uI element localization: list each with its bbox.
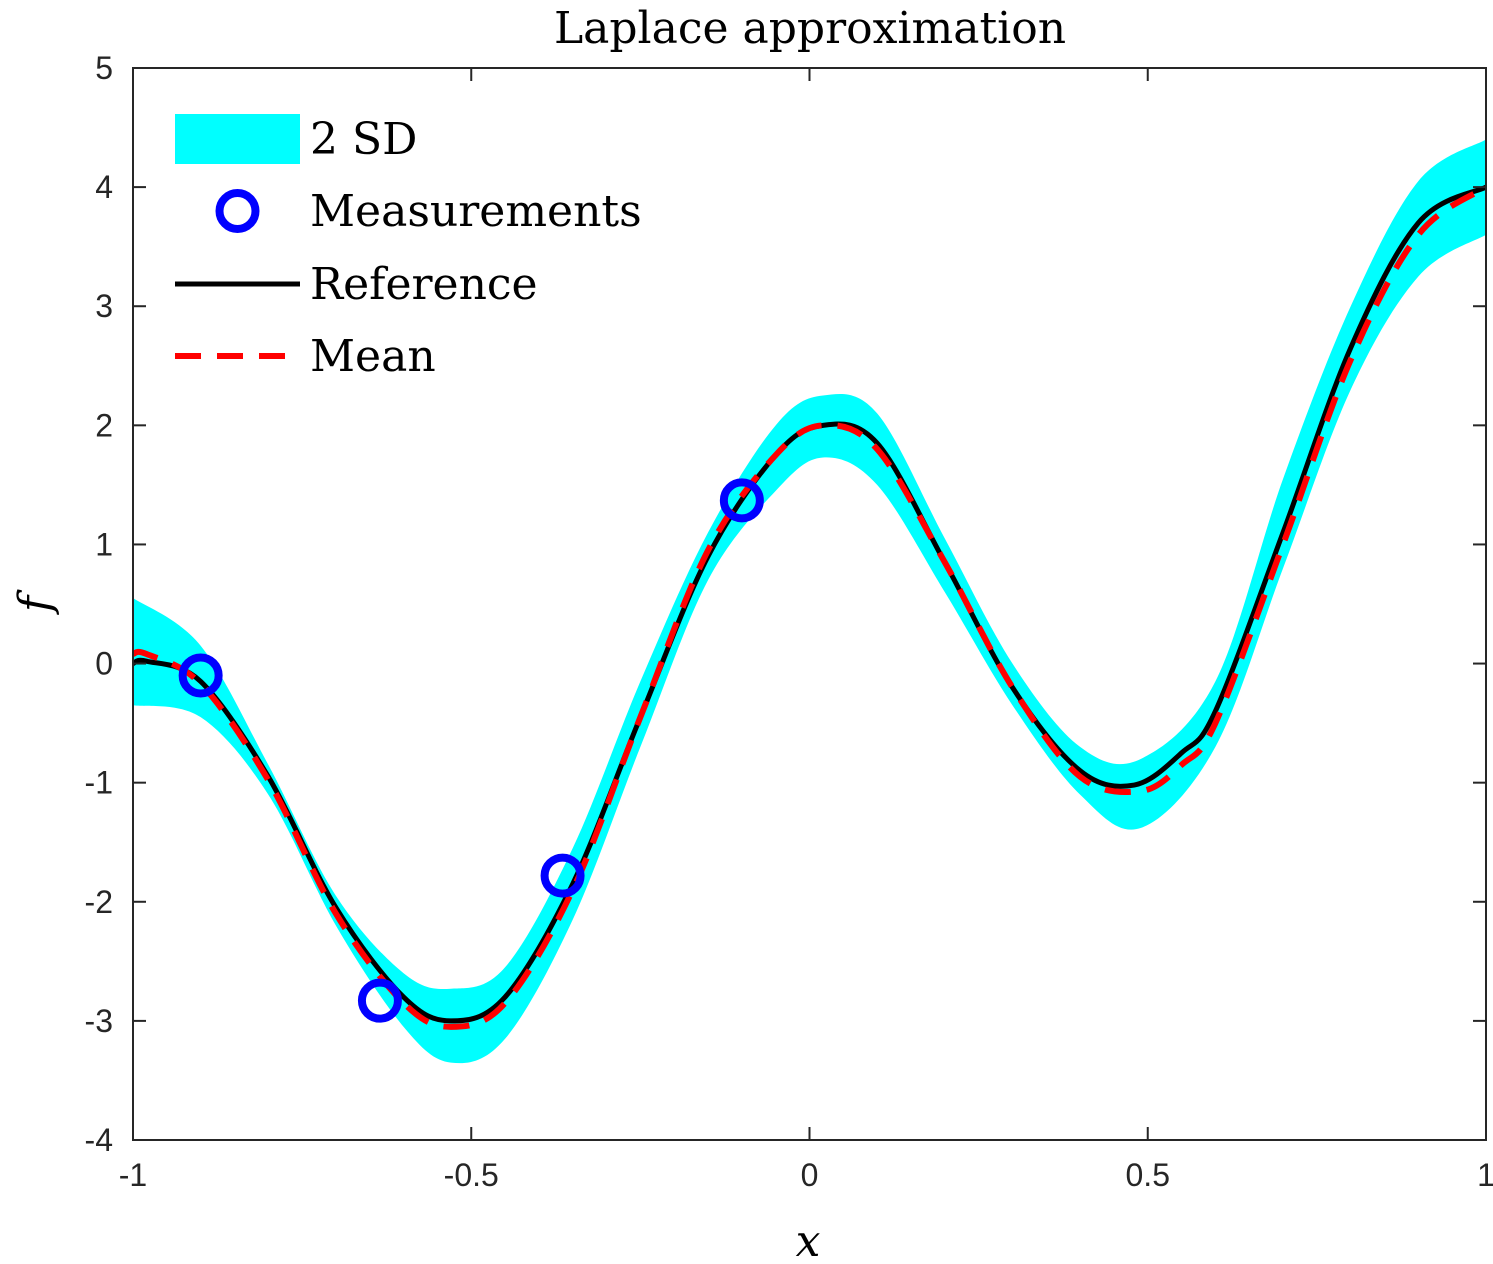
x-axis-label: x <box>796 1216 821 1264</box>
legend-measurement-marker <box>215 189 260 233</box>
x-tick-label: 0.5 <box>1126 1157 1170 1193</box>
y-tick-label: 5 <box>95 50 113 86</box>
legend-label: 2 SD <box>310 114 417 165</box>
legend: 2 SD Measurements Reference Mean <box>175 114 642 382</box>
x-tick-label: -0.5 <box>444 1157 499 1193</box>
y-axis-label: f <box>10 589 61 615</box>
y-tick-label: 4 <box>95 169 113 205</box>
axes: -1 -0.5 0 0.5 1 -4 -3 -2 -1 0 1 2 3 4 5 <box>85 50 1493 1193</box>
measurement-point <box>540 853 585 898</box>
plot-area <box>133 139 1486 1064</box>
measurement-point <box>357 978 402 1023</box>
x-tick-label: 1 <box>1477 1157 1493 1193</box>
legend-label: Reference <box>310 259 538 310</box>
mean-line <box>133 184 1486 1030</box>
legend-band-swatch <box>175 114 300 164</box>
y-tick-label: 1 <box>95 526 113 562</box>
chart-title: Laplace approximation <box>554 3 1066 54</box>
legend-label: Mean <box>310 331 436 382</box>
y-tick-label: -1 <box>85 765 113 801</box>
y-tick-label: 3 <box>95 288 113 324</box>
measurement-point <box>178 653 223 698</box>
y-tick-label: -3 <box>85 1003 113 1039</box>
measurement-point <box>719 478 764 523</box>
x-tick-label: -1 <box>119 1157 147 1193</box>
y-tick-label: 0 <box>95 646 113 682</box>
y-tick-label: -4 <box>85 1122 113 1158</box>
legend-label: Measurements <box>310 186 642 237</box>
x-tick-label: 0 <box>801 1157 819 1193</box>
y-tick-label: -2 <box>85 884 113 920</box>
y-tick-label: 2 <box>95 407 113 443</box>
